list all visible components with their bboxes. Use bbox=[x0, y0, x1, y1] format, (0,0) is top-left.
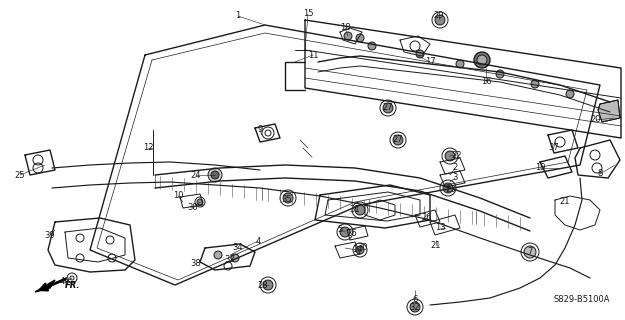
Text: 30: 30 bbox=[357, 244, 368, 252]
Text: 32: 32 bbox=[410, 303, 420, 313]
Text: 9: 9 bbox=[258, 125, 262, 134]
Circle shape bbox=[456, 60, 464, 68]
Circle shape bbox=[70, 276, 74, 280]
Circle shape bbox=[344, 32, 352, 40]
Text: 12: 12 bbox=[142, 143, 153, 153]
Circle shape bbox=[356, 34, 364, 42]
Text: 35: 35 bbox=[282, 196, 292, 204]
Text: 15: 15 bbox=[302, 10, 313, 19]
Text: 33: 33 bbox=[224, 255, 236, 265]
Circle shape bbox=[283, 193, 293, 203]
Text: 4: 4 bbox=[256, 236, 261, 245]
Text: 31: 31 bbox=[350, 205, 360, 214]
Text: 30: 30 bbox=[188, 204, 198, 212]
Circle shape bbox=[263, 280, 273, 290]
Circle shape bbox=[211, 171, 219, 179]
Circle shape bbox=[383, 103, 393, 113]
Circle shape bbox=[265, 130, 271, 136]
Circle shape bbox=[443, 183, 453, 193]
Text: 21: 21 bbox=[431, 241, 441, 250]
Circle shape bbox=[214, 251, 222, 259]
Text: 3: 3 bbox=[452, 173, 458, 182]
Text: 6: 6 bbox=[412, 294, 418, 303]
Circle shape bbox=[356, 246, 364, 254]
Text: 28: 28 bbox=[258, 281, 268, 290]
Text: 34: 34 bbox=[232, 244, 243, 252]
Circle shape bbox=[416, 50, 424, 58]
Circle shape bbox=[208, 168, 222, 182]
Text: 20: 20 bbox=[591, 116, 601, 124]
Polygon shape bbox=[598, 100, 620, 122]
Circle shape bbox=[477, 55, 487, 65]
Text: 11: 11 bbox=[308, 51, 318, 60]
Text: 39: 39 bbox=[45, 230, 56, 239]
Circle shape bbox=[524, 246, 536, 258]
Text: S829-B5100A: S829-B5100A bbox=[554, 295, 610, 305]
Text: 22: 22 bbox=[452, 150, 462, 159]
Text: 10: 10 bbox=[173, 191, 183, 201]
Text: 7: 7 bbox=[528, 247, 532, 257]
Circle shape bbox=[445, 151, 455, 161]
Circle shape bbox=[566, 90, 574, 98]
Circle shape bbox=[435, 15, 445, 25]
Text: 24: 24 bbox=[191, 171, 201, 180]
Circle shape bbox=[474, 52, 490, 68]
Text: 40: 40 bbox=[60, 277, 70, 286]
Text: 37: 37 bbox=[549, 142, 559, 151]
Text: 19: 19 bbox=[535, 164, 545, 172]
Text: 29: 29 bbox=[434, 12, 444, 20]
Circle shape bbox=[410, 302, 420, 312]
Text: 18: 18 bbox=[340, 23, 350, 33]
Circle shape bbox=[340, 227, 350, 237]
Text: 23: 23 bbox=[446, 186, 456, 195]
Text: 25: 25 bbox=[15, 171, 25, 180]
Text: 16: 16 bbox=[481, 77, 491, 86]
Polygon shape bbox=[35, 280, 55, 292]
Circle shape bbox=[531, 80, 539, 88]
Text: 38: 38 bbox=[191, 259, 201, 268]
Circle shape bbox=[496, 70, 504, 78]
Text: 26: 26 bbox=[422, 213, 432, 222]
Text: 21: 21 bbox=[560, 197, 570, 206]
Text: 1: 1 bbox=[236, 12, 241, 20]
Circle shape bbox=[368, 42, 376, 50]
Circle shape bbox=[355, 205, 365, 215]
Text: 2: 2 bbox=[452, 164, 458, 172]
Text: 17: 17 bbox=[425, 58, 435, 67]
Circle shape bbox=[231, 254, 239, 262]
Text: FR.: FR. bbox=[65, 281, 81, 290]
Text: 14: 14 bbox=[352, 245, 362, 254]
Text: 36: 36 bbox=[347, 228, 358, 237]
Circle shape bbox=[393, 135, 403, 145]
Circle shape bbox=[197, 199, 203, 205]
Text: 27: 27 bbox=[382, 103, 393, 113]
Text: 13: 13 bbox=[435, 223, 445, 233]
Text: 27: 27 bbox=[392, 135, 403, 145]
Text: 8: 8 bbox=[598, 170, 602, 179]
Text: 5: 5 bbox=[338, 226, 342, 235]
